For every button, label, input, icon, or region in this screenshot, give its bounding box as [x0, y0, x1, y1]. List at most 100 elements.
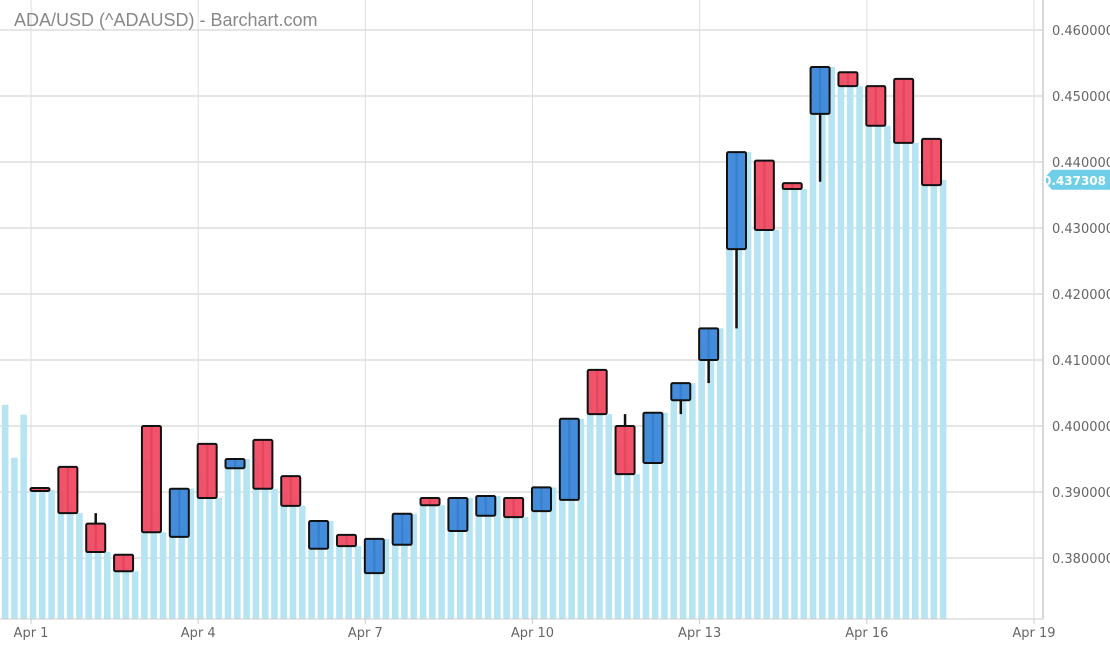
background-bar: [159, 532, 167, 619]
background-bar: [531, 501, 538, 619]
background-bar: [48, 490, 55, 619]
background-bar: [726, 241, 733, 619]
candle-body: [85, 522, 107, 554]
background-bar: [921, 162, 928, 619]
background-bar: [178, 511, 185, 619]
candle-down: [781, 182, 803, 191]
candle-body: [698, 327, 720, 362]
background-bar: [624, 465, 631, 619]
background-bar: [299, 505, 306, 619]
background-bar: [549, 487, 557, 619]
background-bar: [382, 538, 390, 619]
y-tick-label: 0.390000: [1052, 486, 1110, 501]
y-tick-label: 0.410000: [1052, 354, 1110, 369]
candle-body: [642, 411, 664, 464]
candle-down: [614, 414, 636, 476]
candle-body: [837, 71, 859, 88]
candle-body: [113, 553, 135, 573]
candle-body: [29, 487, 51, 493]
background-bar: [642, 439, 650, 619]
y-tick-label: 0.420000: [1052, 288, 1110, 303]
background-bar: [754, 195, 761, 619]
x-tick-label: Apr 1: [14, 626, 49, 641]
background-bar: [85, 538, 93, 619]
background-bar: [846, 82, 854, 620]
candle-body: [781, 182, 803, 191]
background-bar: [679, 389, 687, 619]
background-bar: [791, 188, 798, 619]
background-bar: [57, 492, 65, 619]
y-tick-label: 0.440000: [1052, 156, 1110, 171]
candle-down: [335, 533, 357, 548]
candle-down: [419, 496, 441, 507]
candle-down: [140, 425, 162, 534]
background-bar: [902, 135, 910, 619]
background-bar: [828, 66, 835, 619]
candle-up: [391, 512, 413, 546]
background-bar: [772, 229, 780, 620]
background-bar: [456, 505, 464, 619]
background-bar: [169, 525, 176, 619]
candle-up: [475, 494, 497, 517]
background-bar: [401, 525, 408, 619]
background-bars: [1, 66, 947, 620]
background-bar: [484, 501, 492, 619]
background-bar: [76, 513, 83, 619]
background-bar: [141, 459, 148, 619]
background-bar: [289, 498, 297, 619]
background-bar: [187, 488, 195, 619]
candle-down: [57, 465, 79, 515]
background-bar: [586, 393, 594, 619]
x-tick-label: Apr 16: [845, 626, 888, 641]
last-price-label: 0.437308: [1043, 174, 1106, 188]
candle-body: [809, 65, 831, 115]
background-bar: [364, 564, 371, 619]
candle-body: [308, 520, 330, 550]
background-bar: [326, 521, 334, 619]
background-bar: [354, 546, 362, 619]
background-bar: [122, 567, 130, 619]
candle-down: [865, 85, 887, 127]
background-bar: [577, 418, 585, 619]
background-bar: [215, 497, 223, 619]
background-bar: [410, 513, 418, 619]
background-bar: [503, 505, 510, 619]
candle-body: [726, 151, 747, 251]
background-bar: [103, 552, 111, 619]
candle-up: [809, 65, 831, 182]
background-bar: [893, 115, 900, 620]
candle-down: [837, 71, 859, 88]
background-bar: [930, 175, 938, 619]
candle-body: [419, 496, 441, 507]
candle-up: [530, 486, 552, 513]
candle-body: [168, 487, 190, 538]
background-bar: [391, 534, 399, 619]
background-bar: [271, 488, 278, 619]
background-bar: [317, 531, 325, 619]
background-bar: [651, 426, 659, 619]
background-bar: [521, 517, 529, 619]
background-bar: [763, 214, 770, 620]
candle-up: [642, 411, 664, 464]
candle-body: [447, 496, 469, 532]
background-bar: [196, 472, 204, 619]
candle-body: [893, 77, 915, 144]
background-bar: [494, 495, 501, 619]
background-bar: [819, 89, 826, 619]
candle-body: [921, 137, 943, 187]
x-tick-label: Apr 10: [511, 626, 554, 641]
y-tick-label: 0.380000: [1052, 552, 1110, 567]
candle-down: [196, 442, 218, 499]
chart-title: ADA/USD (^ADAUSD) - Barchart.com: [14, 10, 318, 30]
candle-down: [280, 475, 302, 507]
candle-down: [29, 487, 51, 493]
background-bar: [596, 406, 603, 619]
background-bar: [345, 541, 353, 619]
background-bar: [633, 474, 640, 619]
background-bar: [29, 488, 37, 619]
background-bar: [1, 404, 9, 619]
candle-body: [280, 475, 302, 507]
candle-body: [530, 486, 552, 513]
background-bar: [243, 459, 250, 619]
